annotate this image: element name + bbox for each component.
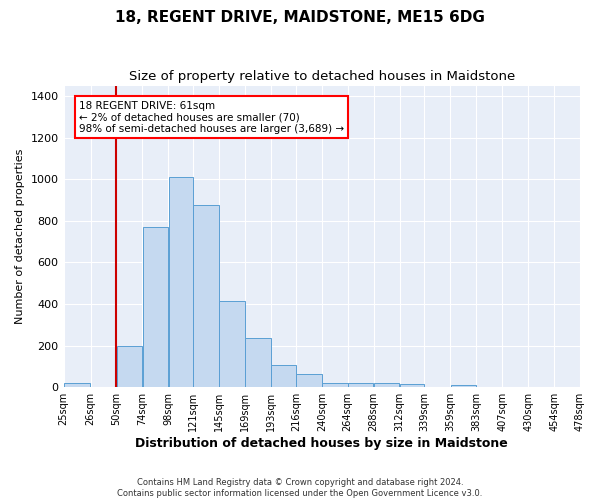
Title: Size of property relative to detached houses in Maidstone: Size of property relative to detached ho… [128, 70, 515, 83]
Bar [169, 177, 193, 388]
Bar [245, 338, 271, 388]
Bar [116, 346, 142, 388]
Bar [400, 384, 424, 388]
Bar [348, 383, 373, 388]
Bar [451, 386, 476, 388]
Bar [374, 383, 400, 388]
Text: 18 REGENT DRIVE: 61sqm
← 2% of detached houses are smaller (70)
98% of semi-deta: 18 REGENT DRIVE: 61sqm ← 2% of detached … [79, 100, 344, 134]
X-axis label: Distribution of detached houses by size in Maidstone: Distribution of detached houses by size … [136, 437, 508, 450]
Bar [219, 301, 245, 388]
Text: Contains HM Land Registry data © Crown copyright and database right 2024.
Contai: Contains HM Land Registry data © Crown c… [118, 478, 482, 498]
Bar [271, 366, 296, 388]
Bar [143, 227, 168, 388]
Bar [322, 383, 347, 388]
Y-axis label: Number of detached properties: Number of detached properties [15, 149, 25, 324]
Text: 18, REGENT DRIVE, MAIDSTONE, ME15 6DG: 18, REGENT DRIVE, MAIDSTONE, ME15 6DG [115, 10, 485, 25]
Bar [193, 205, 219, 388]
Bar [296, 374, 322, 388]
Bar [64, 383, 91, 388]
